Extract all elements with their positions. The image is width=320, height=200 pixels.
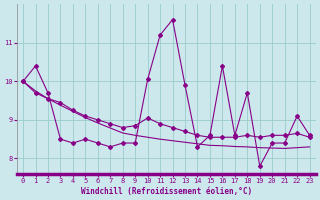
X-axis label: Windchill (Refroidissement éolien,°C): Windchill (Refroidissement éolien,°C) [81,187,252,196]
